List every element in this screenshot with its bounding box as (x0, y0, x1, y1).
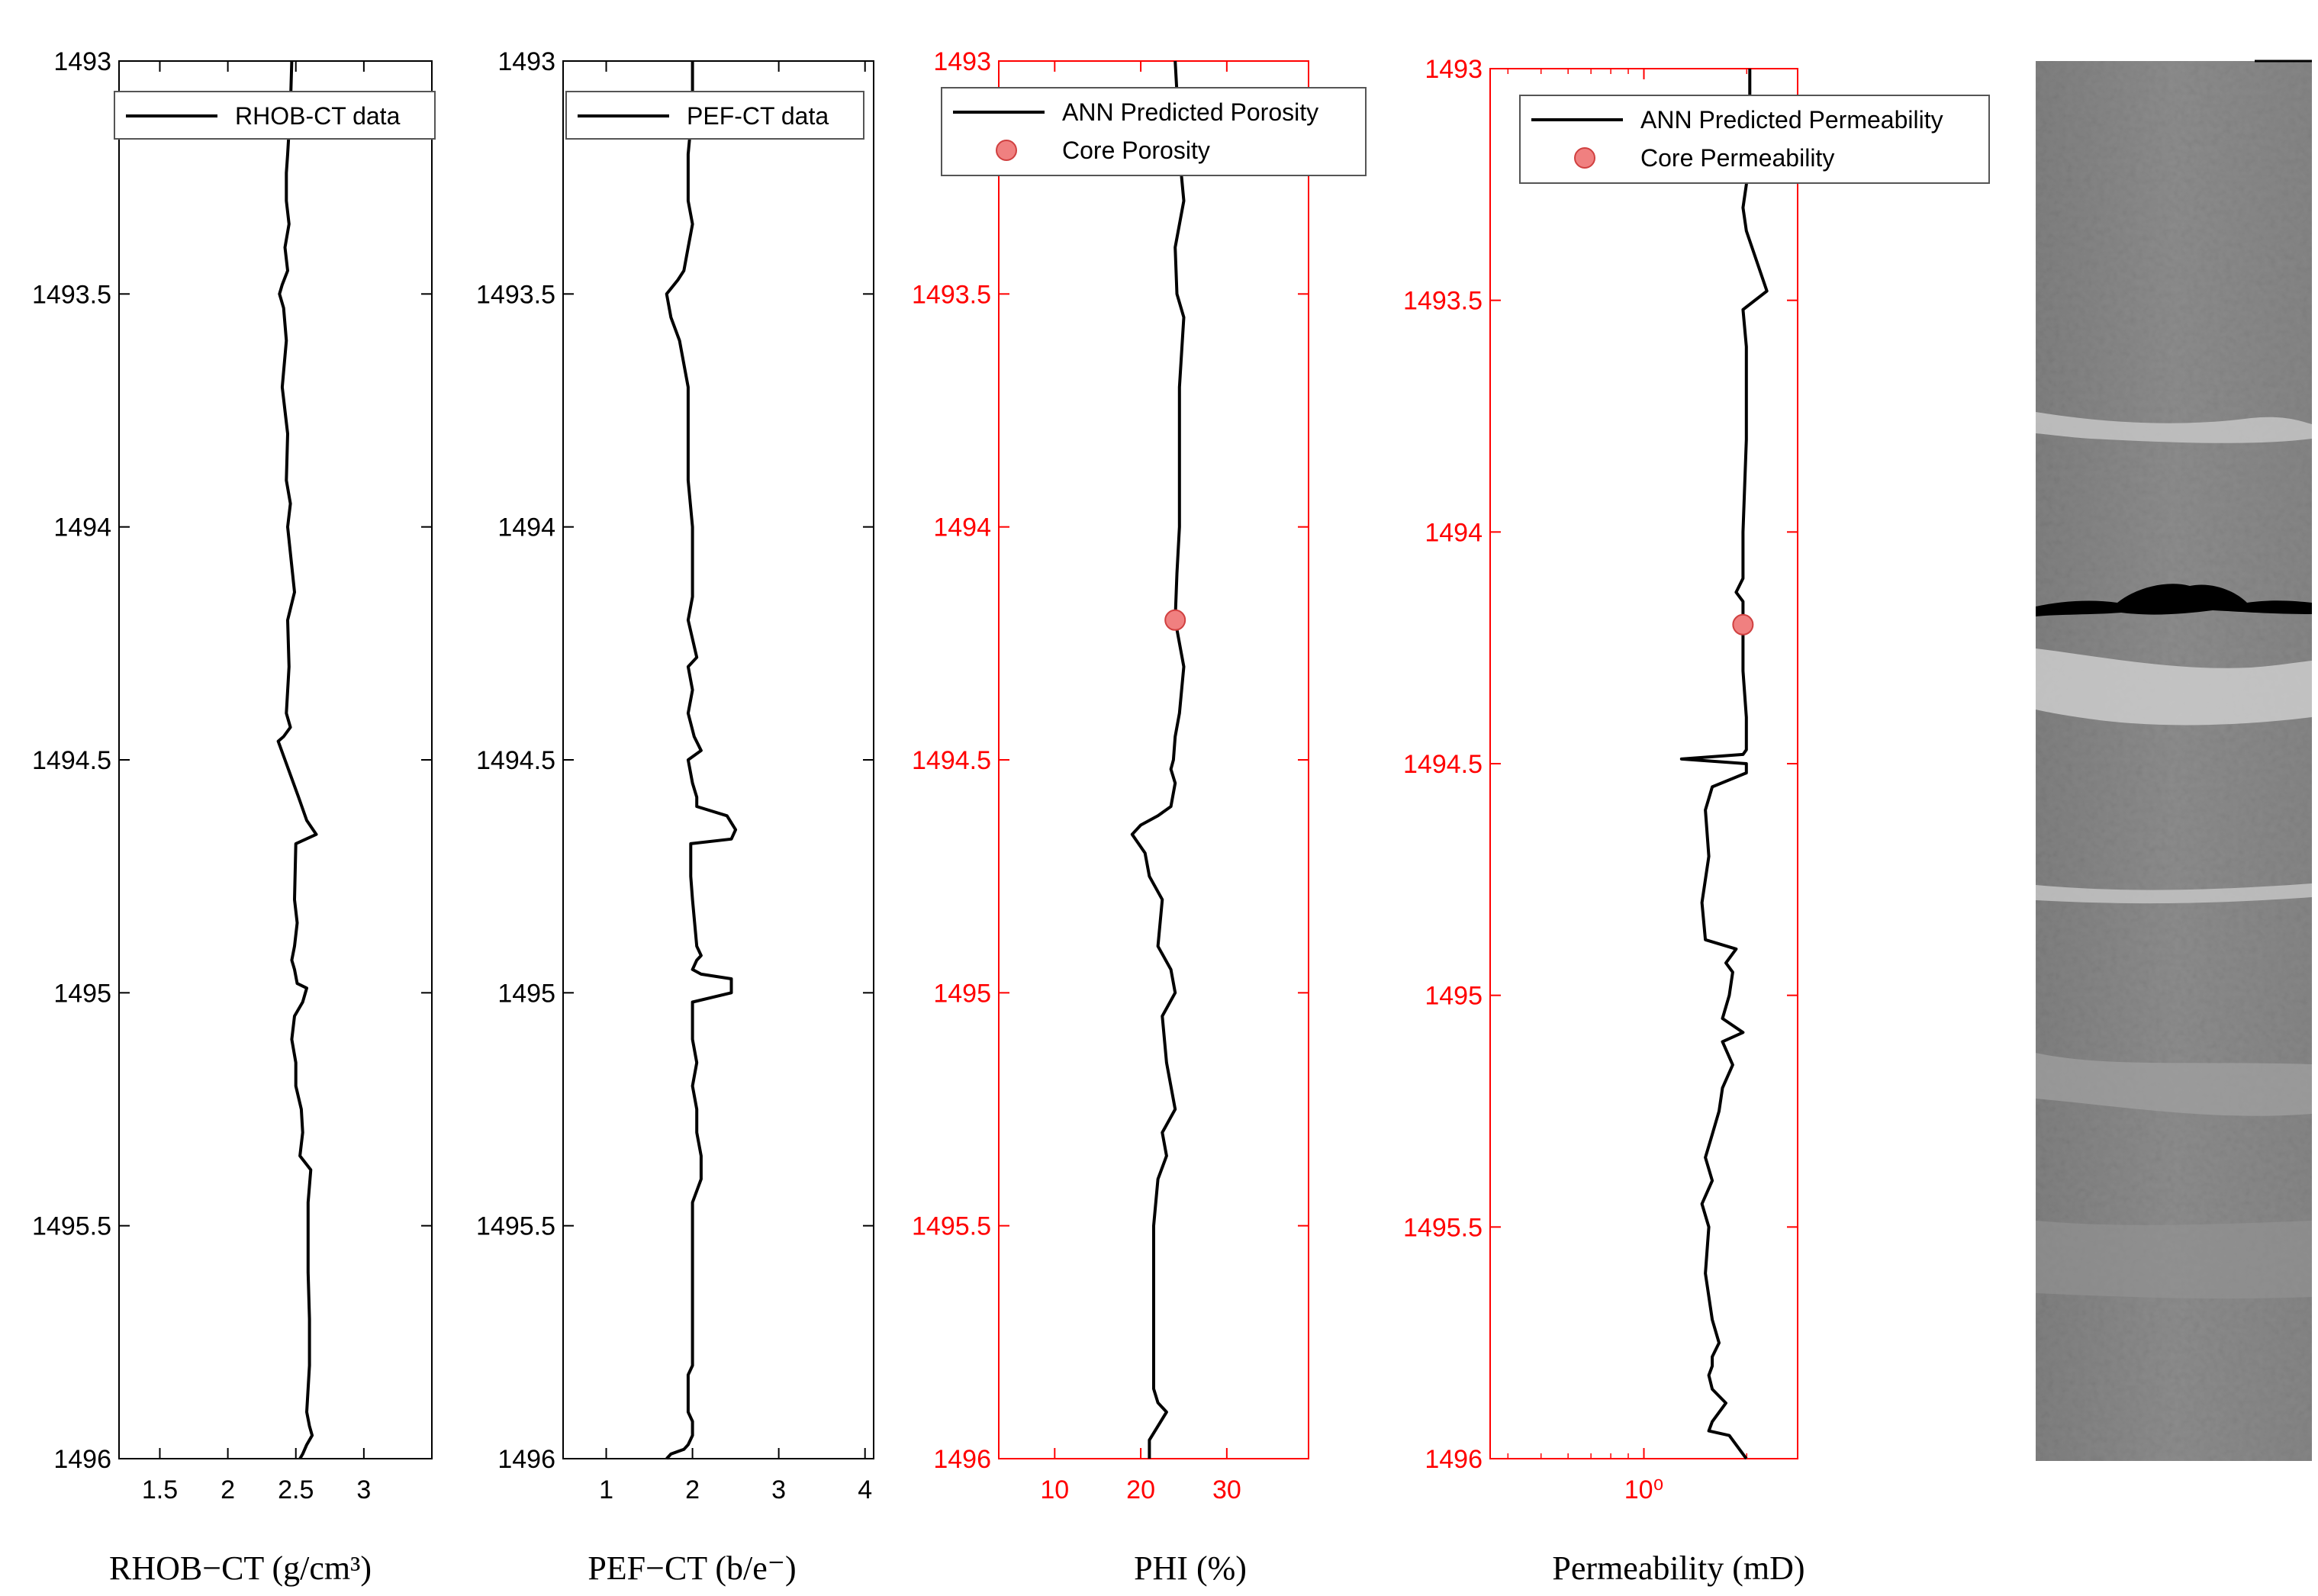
legend-pef: PEF-CT data (565, 91, 864, 140)
x-tick-label: 1.5 (142, 1475, 178, 1504)
panel-phi: 1493 1493.5 1494 1494.5 1495 1495.5 1496 10 20 30… (912, 47, 1367, 1587)
y-tick-label: 1495 (497, 979, 555, 1008)
y-tick-label: 1495.5 (476, 1212, 555, 1241)
y-tick-label: 1494.5 (1403, 750, 1483, 779)
y-tick-label: 1494 (53, 513, 111, 542)
y-tick-label: 1495 (53, 979, 111, 1008)
x-tick-label: 3 (356, 1475, 371, 1504)
y-tick-label: 1495.5 (1403, 1213, 1483, 1242)
x-tick-label: 10⁰ (1624, 1475, 1663, 1504)
y-tick-label: 1495.5 (32, 1212, 111, 1241)
legend-label: RHOB-CT data (235, 102, 401, 130)
core-point-phi (1164, 609, 1186, 631)
series-line-phi (1130, 60, 1186, 1459)
axes-frame (1489, 68, 1798, 1459)
x-axis-label: RHOB−CT (g/cm³) (109, 1549, 372, 1587)
y-tick-label: 1494 (933, 513, 991, 542)
y-tick-label: 1493.5 (912, 280, 991, 309)
series-line-rhob (276, 60, 318, 1460)
y-tick-label: 1496 (497, 1445, 555, 1474)
legend-perm: ANN Predicted Permeability Core Permeabil… (1519, 95, 1990, 184)
x-tick-label: 2 (685, 1475, 700, 1504)
x-tick-label: 10 (1040, 1475, 1069, 1504)
x-tick-label: 30 (1212, 1475, 1241, 1504)
x-tick-label: 3 (771, 1475, 786, 1504)
y-tick-label: 1494.5 (32, 746, 111, 775)
panel-perm: 1493 1493.5 1494 1494.5 1495 1495.5 1496 10⁰ ANN… (1403, 55, 1990, 1587)
series-line-pef (665, 61, 738, 1460)
core-point-perm (1732, 613, 1754, 636)
y-tick-label: 1495 (933, 979, 991, 1008)
legend-label: ANN Predicted Porosity (1062, 98, 1318, 126)
axes-frame (118, 60, 433, 1459)
y-tick-label: 1493 (497, 47, 555, 76)
y-tick-label: 1494.5 (912, 746, 991, 775)
x-axis-label: Permeability (mD) (1552, 1549, 1804, 1587)
panel-rhob: 1493 1493.5 1494 1494.5 1495 1495.5 1496 1.5 2 2.… (32, 47, 436, 1587)
legend-marker-swatch (996, 140, 1017, 161)
x-tick-label: 2 (221, 1475, 235, 1504)
legend-phi: ANN Predicted Porosity Core Porosity (941, 87, 1367, 176)
x-axis-label: PHI (%) (1134, 1549, 1247, 1587)
x-axis-label: PEF−CT (b/e⁻) (588, 1549, 796, 1587)
y-tick-label: 1493.5 (1403, 287, 1483, 316)
y-tick-label: 1494 (497, 513, 555, 542)
y-tick-label: 1494.5 (476, 746, 555, 775)
y-tick-label: 1493.5 (32, 280, 111, 309)
y-tick-label: 1494 (1425, 518, 1483, 547)
legend-marker-swatch (1574, 147, 1595, 169)
legend-box (941, 87, 1367, 176)
y-tick-label: 1495.5 (912, 1212, 991, 1241)
series-line-perm (1679, 69, 1769, 1460)
legend-box (1519, 95, 1990, 184)
core-ct-image (2036, 60, 2312, 1461)
y-tick-label: 1493 (933, 47, 991, 76)
y-tick-label: 1493 (1425, 55, 1483, 84)
legend-rhob: RHOB-CT data (114, 91, 436, 140)
x-tick-label: 20 (1126, 1475, 1155, 1504)
y-tick-label: 1493 (53, 47, 111, 76)
legend-label: Core Porosity (1062, 137, 1210, 164)
legend-label: Core Permeability (1640, 144, 1834, 172)
x-tick-label: 4 (858, 1475, 872, 1504)
legend-label: ANN Predicted Permeability (1640, 106, 1943, 134)
y-tick-label: 1496 (933, 1445, 991, 1474)
legend-label: PEF-CT data (687, 102, 829, 130)
panel-pef: 1493 1493.5 1494 1494.5 1495 1495.5 1496 1 2 3 4 PE… (476, 47, 874, 1587)
axes-frame (562, 60, 874, 1459)
y-tick-label: 1496 (53, 1445, 111, 1474)
x-tick-label: 1 (599, 1475, 613, 1504)
y-tick-label: 1493.5 (476, 280, 555, 309)
y-tick-label: 1496 (1425, 1445, 1483, 1474)
y-tick-label: 1495 (1425, 982, 1483, 1011)
x-tick-label: 2.5 (278, 1475, 314, 1504)
